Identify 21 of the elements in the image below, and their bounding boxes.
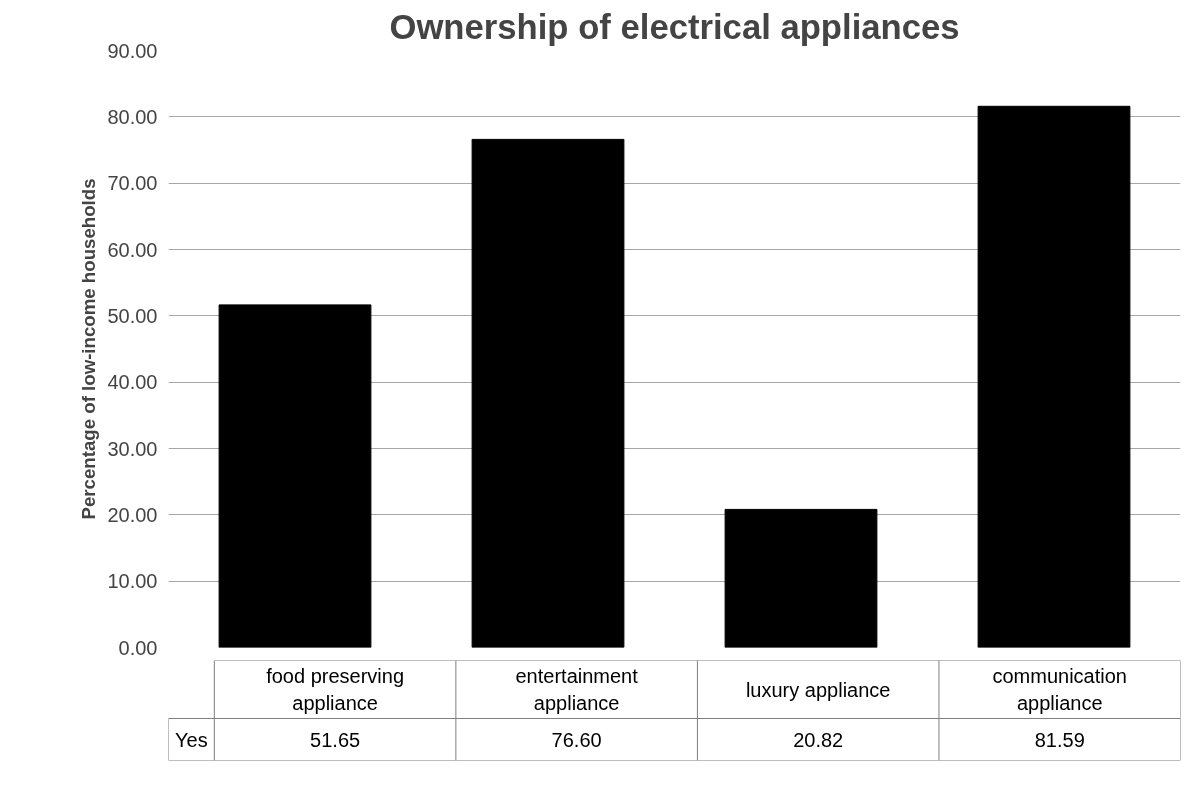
x-tick-label: luxury appliance [745,678,891,701]
y-tick-label: 40.00 [107,371,158,394]
data-label: 20.82 [793,728,844,751]
y-tick-label: 90.00 [107,39,158,62]
y-tick-label: 30.00 [107,437,158,460]
data-label: 81.59 [1034,728,1085,751]
x-tick-label: entertainment appliance [515,665,639,714]
y-tick-label: 60.00 [107,238,158,261]
y-tick-label: 0.00 [118,636,158,659]
data-label: 51.65 [310,728,361,751]
y-tick-label: 10.00 [107,570,158,593]
x-tick-label: communication appliance [992,665,1127,714]
data-label: 76.60 [551,728,602,751]
y-tick-label: 70.00 [107,172,158,195]
x-tick-label: food preserving appliance [266,665,405,714]
y-tick-label: 20.00 [107,503,158,526]
chart-title: Ownership of electrical appliances [389,7,960,46]
y-axis-title: Percentage of low-income households [78,178,100,520]
y-tick-label: 50.00 [107,304,158,327]
text: Yes [175,728,208,751]
y-tick-label: 80.00 [107,105,158,128]
